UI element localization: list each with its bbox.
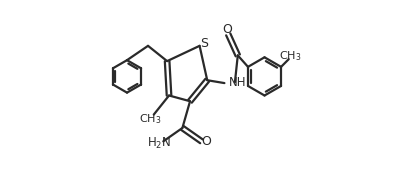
Text: CH$_3$: CH$_3$ xyxy=(139,112,161,126)
Text: H$_2$N: H$_2$N xyxy=(147,136,171,151)
Text: S: S xyxy=(200,37,208,50)
Text: O: O xyxy=(222,23,232,36)
Text: CH$_3$: CH$_3$ xyxy=(279,49,302,63)
Text: NH: NH xyxy=(229,76,247,89)
Text: O: O xyxy=(201,135,211,148)
